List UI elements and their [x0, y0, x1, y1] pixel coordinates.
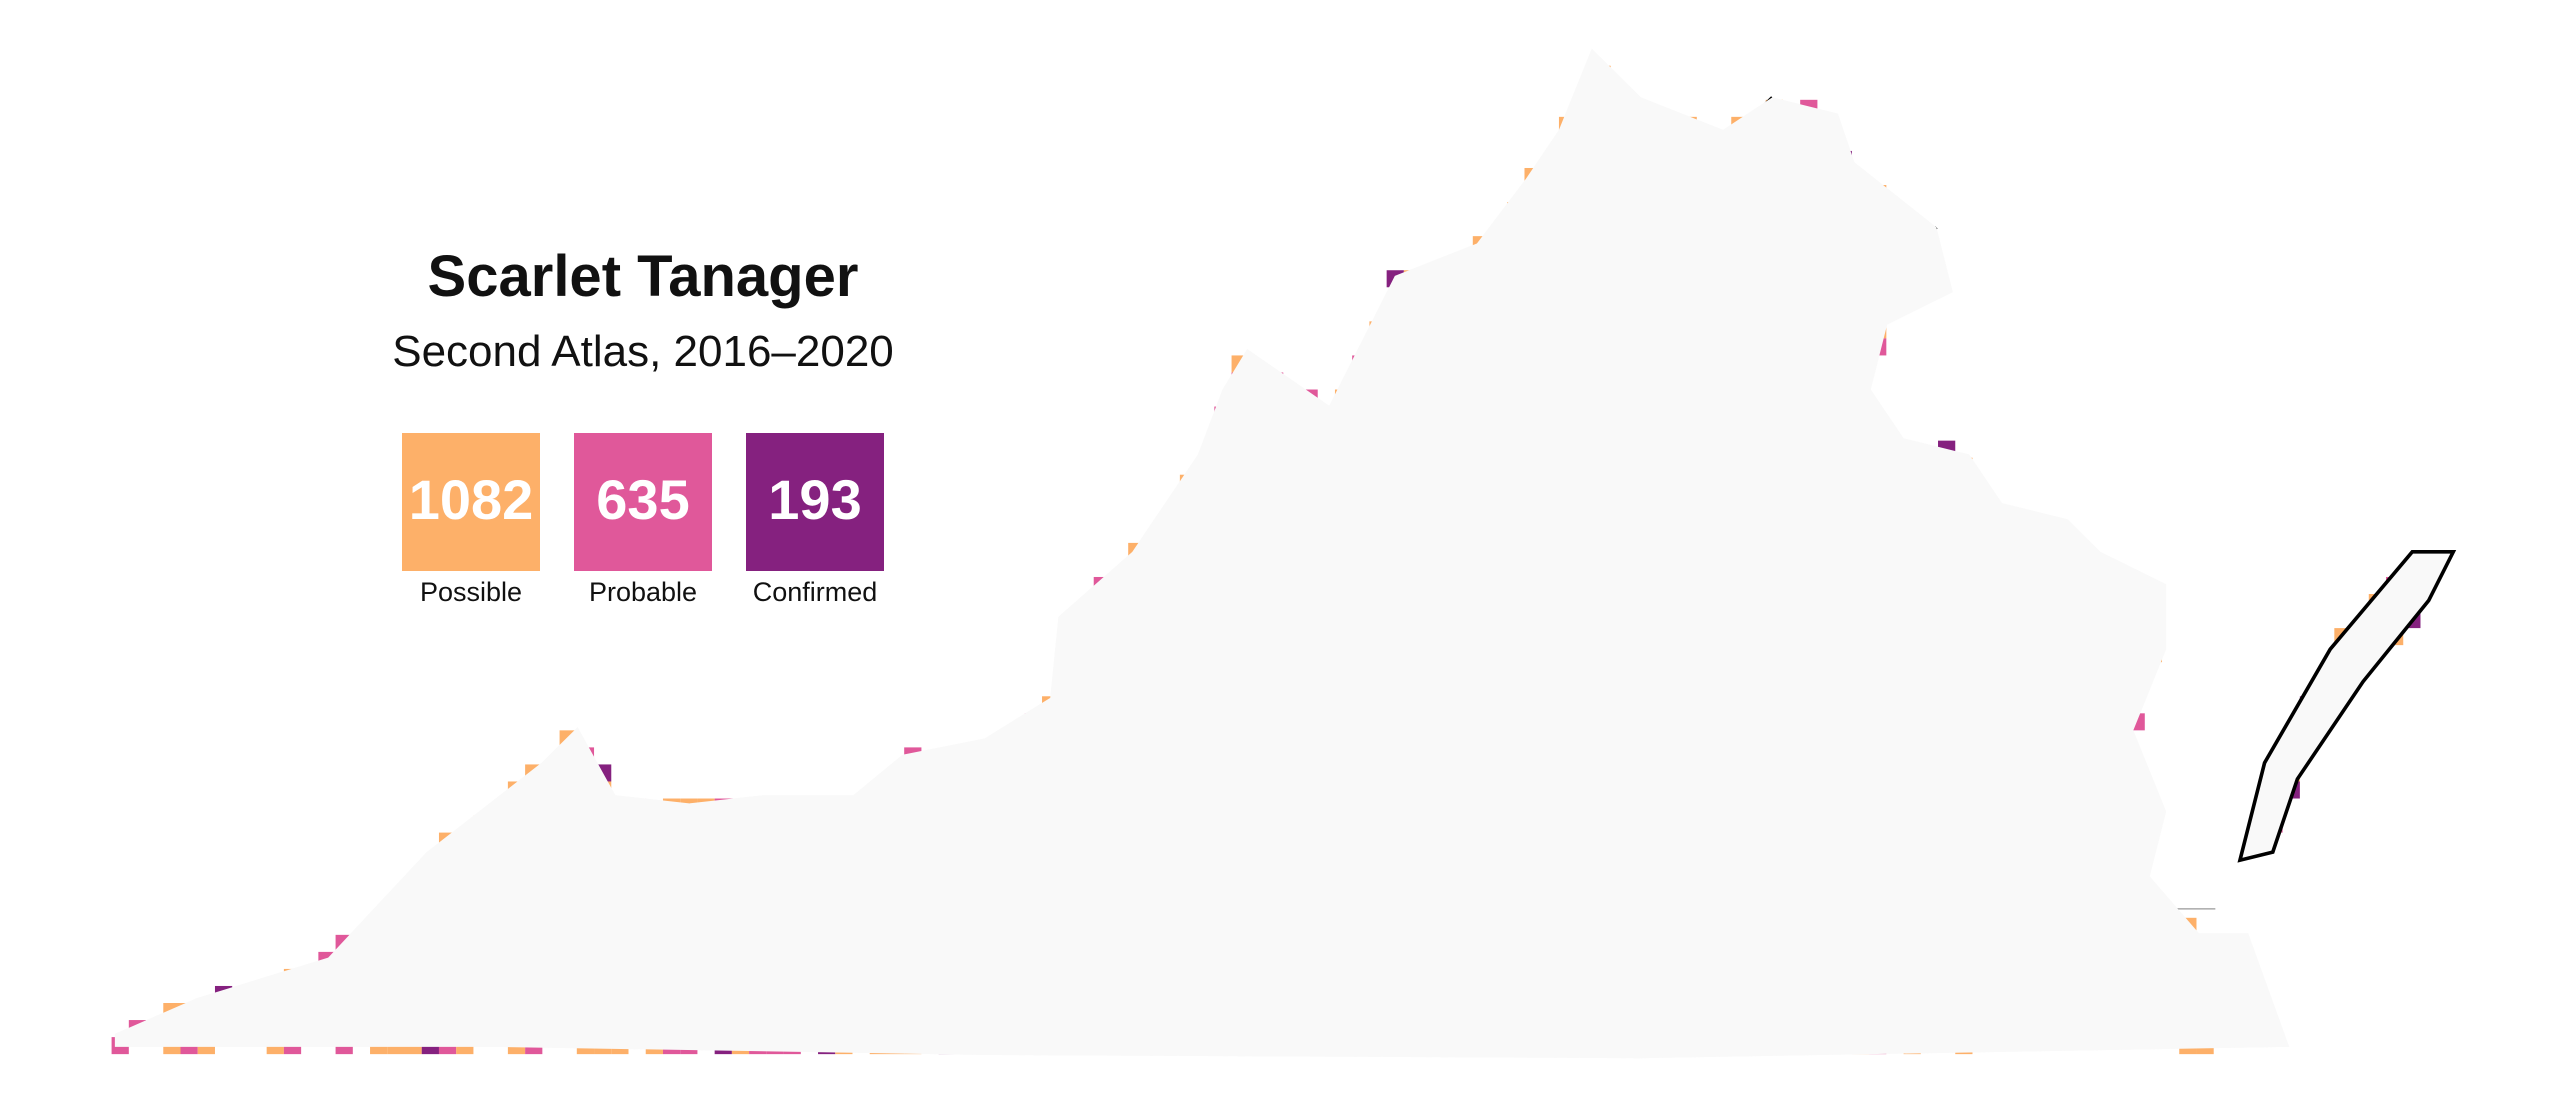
- legend-count: 193: [768, 468, 861, 531]
- legend-count: 1082: [409, 468, 534, 531]
- legend-swatch: [746, 433, 884, 571]
- legend: 1082 Possible 635 Probable 193 Confirmed: [402, 433, 884, 607]
- map-subtitle: Second Atlas, 2016–2020: [392, 327, 894, 376]
- map-title: Scarlet Tanager: [428, 244, 859, 309]
- legend-label: Possible: [420, 577, 522, 607]
- legend-swatch: [402, 433, 540, 571]
- legend-label: Probable: [589, 577, 697, 607]
- legend-swatch: [574, 433, 712, 571]
- state-map: [111, 46, 2456, 1061]
- legend-label: Confirmed: [753, 577, 878, 607]
- legend-count: 635: [596, 468, 689, 531]
- shore-border: [2238, 550, 2456, 862]
